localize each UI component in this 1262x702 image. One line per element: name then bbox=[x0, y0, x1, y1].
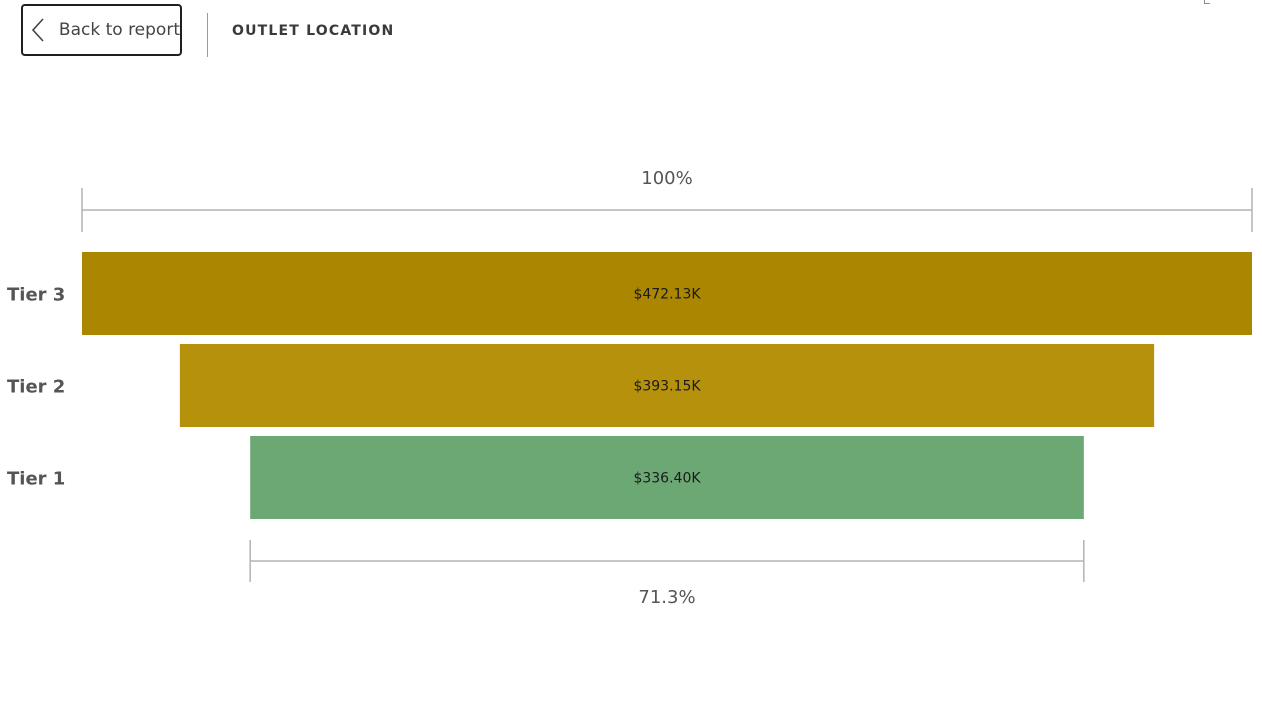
bottom-percent-label: 71.3% bbox=[638, 587, 695, 608]
funnel-value-label: $336.40K bbox=[633, 471, 701, 487]
funnel-value-label: $393.15K bbox=[633, 379, 701, 395]
funnel-bar bbox=[250, 436, 1084, 519]
funnel-category-label: Tier 1 bbox=[7, 469, 65, 490]
funnel-bar bbox=[82, 252, 1252, 335]
header-divider bbox=[207, 13, 208, 57]
focus-corner-mark bbox=[1204, 0, 1210, 4]
page-title: OUTLET LOCATION bbox=[232, 23, 395, 39]
chevron-left-icon bbox=[27, 14, 49, 46]
funnel-value-label: $472.13K bbox=[633, 287, 701, 303]
funnel-category-label: Tier 3 bbox=[7, 285, 65, 306]
funnel-category-label: Tier 2 bbox=[7, 377, 65, 398]
back-to-report-label: Back to report bbox=[58, 20, 180, 40]
back-to-report-button[interactable]: Back to report bbox=[21, 4, 182, 56]
funnel-bar bbox=[179, 344, 1155, 427]
top-percent-label: 100% bbox=[641, 168, 692, 189]
